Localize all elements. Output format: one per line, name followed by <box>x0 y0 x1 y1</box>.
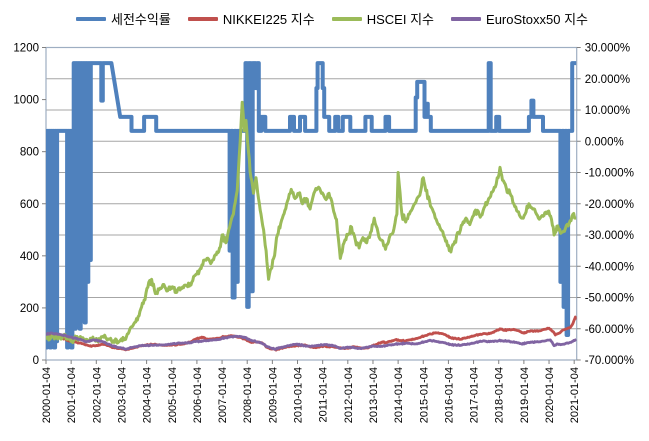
series-line-eurostoxx50 <box>46 331 577 351</box>
x-axis-label: 2002-01-04 <box>91 367 103 423</box>
x-axis-label: 2007-01-04 <box>217 367 229 423</box>
y-axis-left-label: 1200 <box>13 43 39 55</box>
x-axis-label: 2020-01-04 <box>544 367 556 423</box>
y-axis-right-label: -10.000% <box>585 168 634 180</box>
legend-label-nikkei225: NIKKEI225 지수 <box>222 12 315 27</box>
y-axis-right-label: -20.000% <box>585 199 634 211</box>
legend-item-hscei[interactable]: HSCEI 지수 <box>331 9 434 28</box>
y-axis-right-label: 10.000% <box>585 105 630 117</box>
legend-line-swatch-pretax-return <box>76 16 106 21</box>
legend-label-pretax-return: 세전수익률 <box>111 12 171 27</box>
y-axis-left-label: 800 <box>20 147 39 159</box>
x-axis-label: 2009-01-04 <box>267 367 279 423</box>
y-axis-right-label: 20.000% <box>585 74 630 86</box>
series-line-hscei <box>46 100 577 345</box>
legend-item-eurostoxx50[interactable]: EuroStoxx50 지수 <box>451 9 588 28</box>
x-axis-label: 2017-01-04 <box>469 367 481 423</box>
x-axis-label: 2008-01-04 <box>242 367 254 423</box>
x-axis-label: 2006-01-04 <box>192 367 204 423</box>
x-axis-label: 2004-01-04 <box>142 367 154 423</box>
legend-item-nikkei225[interactable]: NIKKEI225 지수 <box>187 9 315 28</box>
legend: 세전수익률 NIKKEI225 지수 HSCEI 지수 EuroStoxx50 … <box>76 9 588 28</box>
x-axis-label: 2019-01-04 <box>519 367 531 423</box>
y-axis-left-label: 600 <box>20 199 39 211</box>
x-axis-label: 2018-01-04 <box>494 367 506 423</box>
x-axis-label: 2011-01-04 <box>318 367 330 422</box>
x-axis-label: 2016-01-04 <box>443 367 455 423</box>
x-axis-label: 2005-01-04 <box>167 367 179 423</box>
y-axis-left-label: 400 <box>20 251 39 263</box>
x-axis-label: 2010-01-04 <box>293 367 305 423</box>
legend-label-hscei: HSCEI 지수 <box>366 12 434 27</box>
x-axis-label: 2015-01-04 <box>418 367 430 423</box>
x-axis-label: 2012-01-04 <box>343 367 355 423</box>
y-axis-left-label: 200 <box>20 303 39 315</box>
y-axis-right-label: -50.000% <box>585 293 634 305</box>
x-axis-label: 2013-01-04 <box>368 367 380 423</box>
legend-line-swatch-eurostoxx50 <box>451 16 482 21</box>
legend-item-pretax-return[interactable]: 세전수익률 <box>76 9 171 28</box>
y-axis-left-label: 0 <box>33 355 39 367</box>
x-axis-label: 2003-01-04 <box>116 367 128 423</box>
y-axis-right-label: -60.000% <box>585 324 634 336</box>
legend-line-swatch-hscei <box>331 16 362 21</box>
y-axis-right-label: 30.000% <box>585 43 630 55</box>
legend-line-swatch-nikkei225 <box>187 16 218 21</box>
x-axis-label: 2001-01-04 <box>66 367 78 423</box>
y-axis-right-label: -40.000% <box>585 261 634 273</box>
y-axis-left-label: 1000 <box>13 95 39 107</box>
x-axis-label: 2014-01-04 <box>393 367 405 423</box>
x-axis-label: 2021-01-04 <box>569 367 581 423</box>
y-axis-right-label: -30.000% <box>585 230 634 242</box>
series-line-pretax-return <box>46 61 577 350</box>
y-axis-right-label: -70.000% <box>585 355 634 367</box>
x-axis-label: 2000-01-04 <box>41 367 53 423</box>
y-axis-right-label: 0.000% <box>585 136 624 148</box>
legend-label-eurostoxx50: EuroStoxx50 지수 <box>486 12 588 27</box>
